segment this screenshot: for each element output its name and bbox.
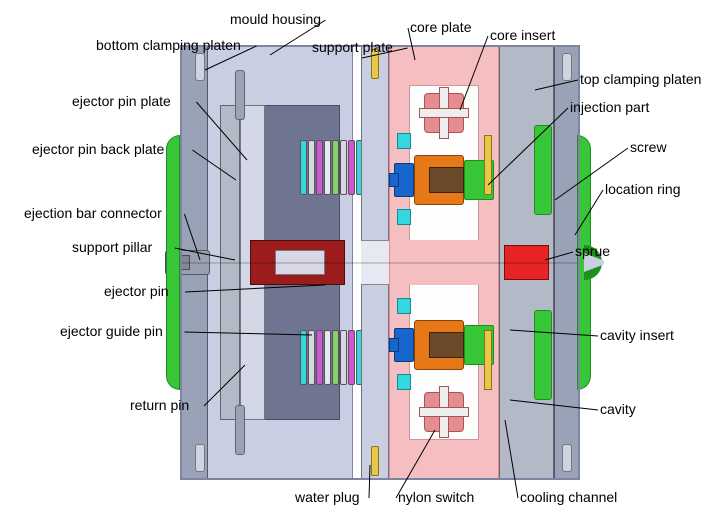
label-ejector-pin-plate: ejector pin plate [72,94,171,109]
label-top-clamping-platen: top clamping platen [580,72,701,87]
label-return-pin: return pin [130,398,189,413]
label-cooling-channel: cooling channel [520,490,617,505]
label-screw: screw [630,140,667,155]
label-cavity: cavity [600,402,636,417]
label-mould-housing: mould housing [230,12,321,27]
label-sprue: sprue [575,244,610,259]
label-core-insert: core insert [490,28,555,43]
label-core-plate: core plate [410,20,471,35]
label-ejector-pin-back-plate: ejector pin back plate [32,142,164,157]
label-injection-part: injection part [570,100,649,115]
label-location-ring: location ring [605,182,681,197]
label-support-plate: support plate [312,40,393,55]
label-cavity-insert: cavity insert [600,328,674,343]
label-nylon-switch: nylon switch [398,490,474,505]
label-ejection-bar-connector: ejection bar connector [24,206,162,221]
label-bottom-clamping-platen: bottom clamping platen [96,38,241,53]
label-ejector-pin: ejector pin [104,284,169,299]
label-water-plug: water plug [295,490,360,505]
label-ejector-guide-pin: ejector guide pin [60,324,163,339]
mould-cross-section-diagram [180,45,580,480]
label-support-pillar: support pillar [72,240,152,255]
